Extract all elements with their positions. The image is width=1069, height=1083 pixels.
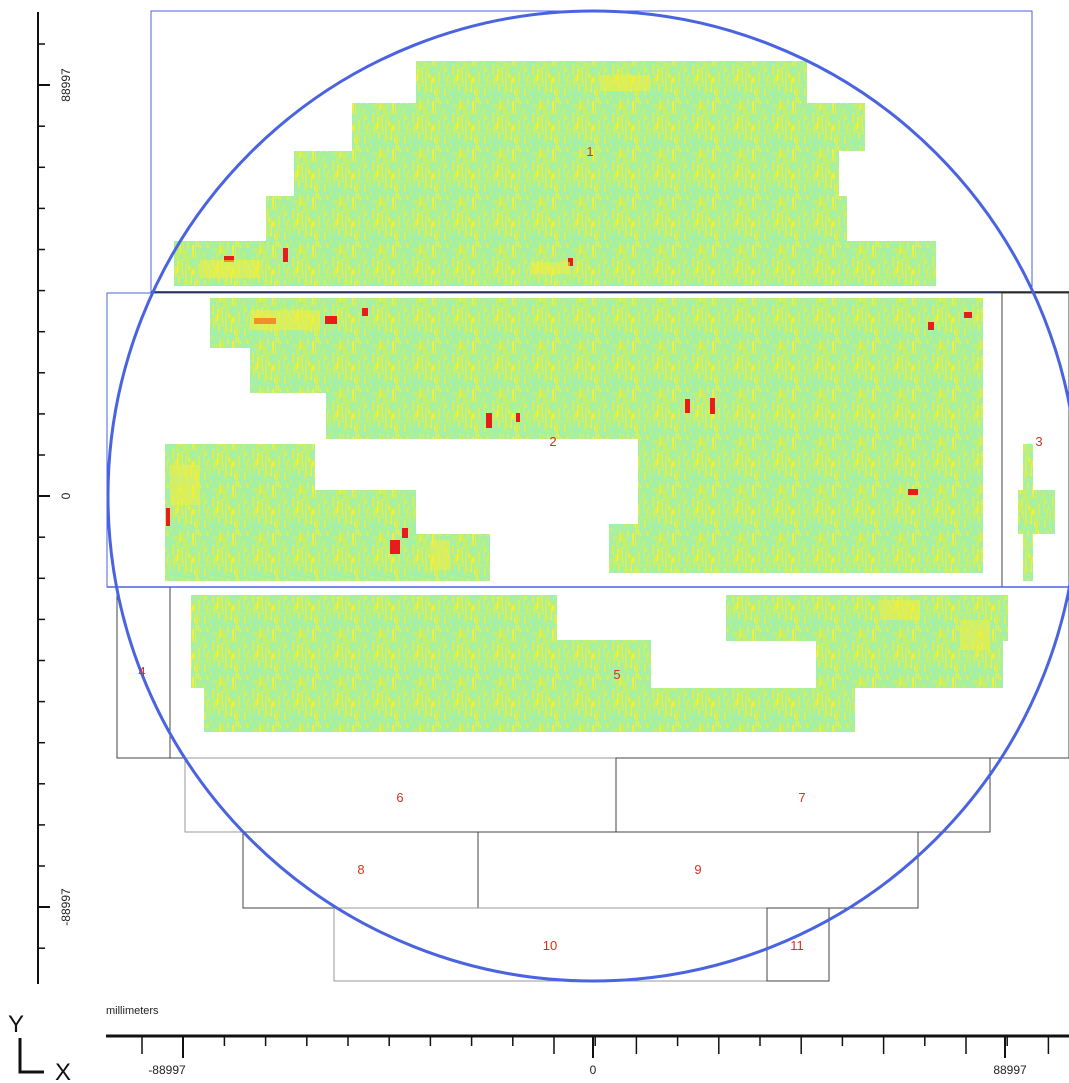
hotspot [166, 508, 170, 526]
region-11-outline[interactable] [766, 907, 830, 982]
region-label-7: 7 [798, 790, 805, 805]
warm-area [430, 540, 450, 570]
region-label-2: 2 [549, 434, 556, 449]
x-axis: millimeters -88997 0 88997 [106, 1005, 1069, 1077]
warm-area [600, 75, 650, 91]
orientation-indicator: Y X [8, 1011, 71, 1083]
heatmap-block [294, 151, 839, 196]
y-axis: 88997 0 -88997 [37, 12, 73, 984]
y-axis-minor-ticks [38, 43, 45, 949]
warm-area [200, 260, 260, 278]
hotspot [568, 258, 573, 266]
region-label-9: 9 [694, 862, 701, 877]
hotspot [710, 398, 715, 414]
heatmap-block [557, 640, 651, 688]
orientation-x-label: X [55, 1059, 71, 1083]
warm-area [530, 262, 570, 274]
heatmap-block [609, 524, 983, 573]
warm-area [880, 600, 920, 620]
warm-area [170, 465, 200, 505]
orientation-axes-icon [18, 1038, 44, 1074]
hotspot [390, 540, 400, 554]
hotspot [908, 489, 918, 495]
hotspot [325, 316, 337, 324]
hotspot [362, 308, 368, 316]
warm-area [960, 620, 990, 650]
region-label-11: 11 [790, 938, 804, 953]
heatmap-block [266, 196, 847, 241]
region-label-8: 8 [357, 862, 364, 877]
units-label: millimeters [106, 1005, 159, 1017]
heatmap-block [416, 534, 490, 581]
hotspot [402, 528, 408, 538]
x-tick-label-0: 0 [590, 1063, 597, 1077]
heatmap-block [191, 595, 557, 688]
region-label-6: 6 [396, 790, 403, 805]
heatmap-block [315, 490, 416, 581]
heatmap-block [204, 688, 855, 732]
hotspot [928, 322, 934, 330]
heatmap-block [1018, 490, 1055, 534]
wafer-outline [106, 9, 1069, 983]
x-tick-label-neg-88997: -88997 [148, 1063, 186, 1077]
region-label-3: 3 [1035, 434, 1042, 449]
hotspot [964, 312, 972, 318]
region-label-5: 5 [613, 667, 620, 682]
hotspot [486, 413, 492, 428]
x-axis-minor-ticks [141, 1036, 1050, 1054]
region-outlines [106, 10, 1069, 982]
y-tick-label-neg-88997: -88997 [59, 888, 73, 926]
hotspot [224, 256, 234, 262]
hotspot [516, 413, 520, 422]
region-label-10: 10 [543, 938, 557, 953]
y-tick-label-0: 0 [59, 492, 73, 499]
heatmap-block [638, 439, 983, 524]
region-label-4: 4 [138, 664, 145, 679]
hotspot [283, 248, 288, 262]
region-labels: 1 2 3 4 5 6 7 8 9 10 11 [138, 144, 1042, 953]
heatmap-block [352, 103, 865, 151]
region-label-1: 1 [586, 144, 593, 159]
y-tick-label-88997: 88997 [59, 68, 73, 102]
hotspot [685, 399, 690, 413]
heatmap-block [250, 348, 983, 393]
orientation-y-label: Y [8, 1011, 24, 1038]
heatmap-block [326, 393, 983, 439]
x-tick-label-88997: 88997 [993, 1063, 1027, 1077]
heatmap-layer [165, 61, 1055, 732]
warm-area [250, 310, 320, 330]
heatmap-block [210, 298, 983, 348]
heatmap-block [165, 444, 315, 581]
